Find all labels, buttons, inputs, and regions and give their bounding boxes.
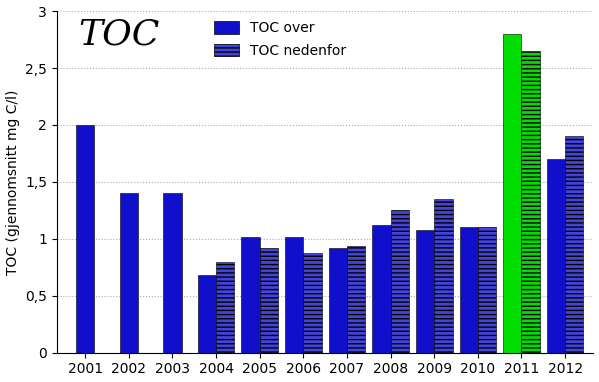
Legend: TOC over, TOC nedenfor: TOC over, TOC nedenfor [214, 21, 346, 58]
Bar [216, 262, 234, 353]
Bar [260, 248, 278, 353]
Bar [164, 193, 181, 353]
Bar [303, 253, 322, 353]
Bar [391, 210, 409, 353]
Bar [459, 227, 478, 353]
Bar [522, 51, 540, 353]
Bar [416, 230, 434, 353]
Bar [547, 159, 565, 353]
Bar [241, 236, 260, 353]
Bar [76, 125, 95, 353]
Bar [372, 225, 391, 353]
Bar [329, 248, 347, 353]
Bar [478, 227, 496, 353]
Text: TOC: TOC [78, 18, 160, 52]
Bar [120, 193, 138, 353]
Y-axis label: TOC (gjennomsnitt mg C/l): TOC (gjennomsnitt mg C/l) [5, 89, 20, 275]
Bar [434, 199, 452, 353]
Bar [503, 34, 522, 353]
Bar [347, 246, 365, 353]
Bar [565, 136, 583, 353]
Bar [285, 236, 303, 353]
Bar [198, 275, 216, 353]
